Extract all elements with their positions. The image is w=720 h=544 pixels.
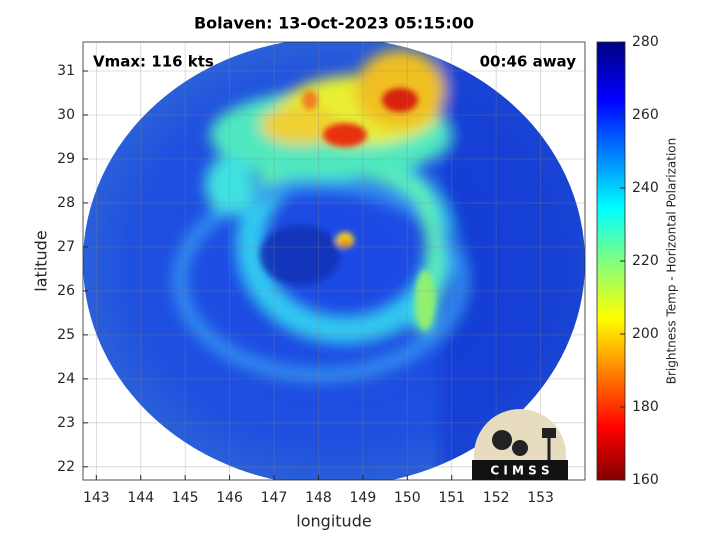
colorbar-tick-label: 180 [632, 399, 659, 415]
y-tick-label: 29 [57, 151, 75, 167]
colorbar-tick-label: 240 [632, 180, 659, 196]
x-tick-label: 143 [83, 490, 110, 506]
x-tick-label: 144 [127, 490, 154, 506]
y-tick-label: 26 [57, 283, 75, 299]
x-tick-label: 146 [216, 490, 243, 506]
plot-frame [82, 41, 586, 481]
colorbar-tick-label: 220 [632, 253, 659, 269]
y-tick-label: 28 [57, 195, 75, 211]
y-tick-label: 22 [57, 459, 75, 475]
x-tick-label: 153 [527, 490, 554, 506]
colorbar-tick-label: 160 [632, 472, 659, 488]
y-tick-label: 25 [57, 327, 75, 343]
grid [83, 42, 585, 480]
logo: C I M S S [472, 409, 568, 480]
y-tick-label: 27 [57, 239, 75, 255]
y-tick-label: 23 [57, 415, 75, 431]
x-tick-label: 147 [261, 490, 288, 506]
x-tick-label: 152 [483, 490, 510, 506]
colorbar-tick-label: 200 [632, 326, 659, 342]
chart-title: Bolaven: 13-Oct-2023 05:15:00 [194, 14, 474, 33]
x-tick-label: 149 [350, 490, 377, 506]
colorbar-tick-label: 260 [632, 107, 659, 123]
x-tick-label: 150 [394, 490, 421, 506]
y-tick-label: 31 [57, 63, 75, 79]
x-tick-label: 148 [305, 490, 332, 506]
x-axis-label: longitude [296, 512, 371, 531]
colorbar-tick-label: 280 [632, 34, 659, 50]
annotation: Vmax: 116 kts [93, 53, 214, 71]
x-tick-label: 151 [438, 490, 465, 506]
annotation: 00:46 away [480, 53, 577, 71]
y-tick-label: 30 [57, 107, 75, 123]
x-tick-label: 145 [172, 490, 199, 506]
y-axis-label: latitude [32, 230, 51, 291]
colorbar-label: Brightness Temp - Horizontal Polarizatio… [665, 138, 679, 385]
logo-text: C I M S S [490, 464, 549, 478]
y-tick-label: 24 [57, 371, 75, 387]
